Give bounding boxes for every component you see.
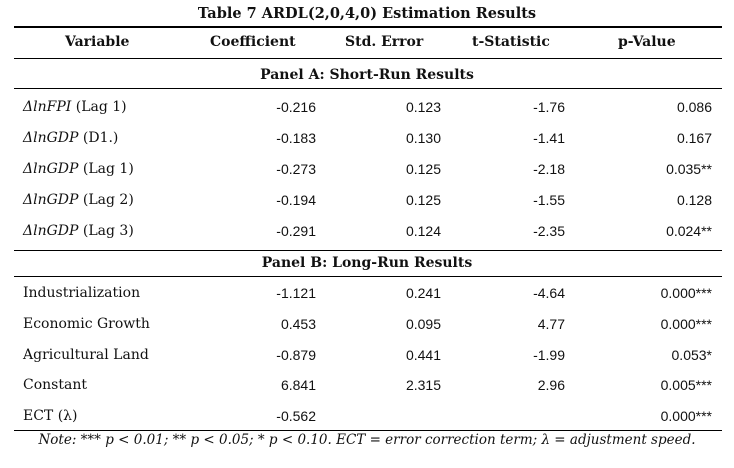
std-error-cell: 0.125 — [405, 192, 441, 208]
variable-suffix: (D1.) — [78, 130, 119, 146]
bottom-rule — [14, 430, 722, 431]
std-error-cell: 0.123 — [405, 99, 441, 115]
top-rule — [14, 26, 722, 28]
t-statistic-cell: -4.64 — [533, 285, 565, 301]
p-value-cell: 0.128 — [676, 192, 712, 208]
variable-cell: ECT (λ) — [23, 408, 78, 425]
coefficient-cell: 0.453 — [280, 315, 316, 332]
t-statistic-cell: -2.18 — [533, 161, 565, 177]
variable-cell: Economic Growth — [23, 315, 150, 332]
table-note: Note: *** p < 0.01; ** p < 0.05; * p < 0… — [38, 432, 696, 448]
table-title: Table 7 ARDL(2,0,4,0) Estimation Results — [197, 5, 537, 22]
variable-suffix: (Lag 1) — [78, 161, 134, 177]
table-row: ΔlnGDP (Lag 2) -0.194 0.125 -1.55 0.128 — [0, 185, 734, 215]
p-value-cell: 0.167 — [676, 130, 712, 146]
t-statistic-cell: -1.55 — [533, 192, 565, 208]
variable-cell: ΔlnGDP (Lag 1) — [23, 154, 134, 184]
variable-name: ΔlnGDP — [23, 192, 79, 208]
p-value-cell: 0.005*** — [660, 377, 712, 394]
panel-a-title: Panel A: Short-Run Results — [260, 67, 474, 83]
std-error-cell: 0.125 — [405, 161, 441, 177]
variable-suffix: (Lag 3) — [78, 223, 134, 239]
coefficient-cell: -0.194 — [276, 192, 316, 208]
t-statistic-cell: -1.41 — [533, 130, 565, 146]
t-statistic-cell: -2.35 — [533, 223, 565, 239]
t-statistic-cell: -1.99 — [533, 346, 565, 363]
p-value-cell: 0.000*** — [660, 285, 712, 301]
table-row: Constant 6.841 2.315 2.96 0.005*** — [0, 370, 734, 400]
table-row: Industrialization -1.121 0.241 -4.64 0.000**… — [0, 278, 734, 308]
coefficient-cell: -0.562 — [276, 408, 316, 425]
table-row: ΔlnGDP (Lag 1) -0.273 0.125 -2.18 0.035** — [0, 154, 734, 184]
std-error-cell: 0.095 — [405, 315, 441, 332]
p-value-cell: 0.000*** — [660, 408, 712, 425]
panel-b-top-rule — [14, 250, 722, 251]
p-value-cell: 0.086 — [676, 99, 712, 115]
header-row: Variable Coefficient Std. Error t-Statis… — [0, 27, 734, 57]
table-row: ΔlnGDP (D1.) -0.183 0.130 -1.41 0.167 — [0, 123, 734, 153]
std-error-cell: 0.241 — [405, 285, 441, 301]
variable-cell: ΔlnGDP (D1.) — [23, 123, 118, 153]
coefficient-cell: -0.291 — [276, 223, 316, 239]
table-row: ΔlnGDP (Lag 3) -0.291 0.124 -2.35 0.024** — [0, 216, 734, 246]
header-std-error: Std. Error — [345, 34, 424, 50]
panel-a-rule — [14, 88, 722, 89]
coefficient-cell: -0.273 — [276, 161, 316, 177]
t-statistic-cell: -1.76 — [533, 99, 565, 115]
variable-suffix: (Lag 2) — [78, 192, 134, 208]
t-statistic-cell: 4.77 — [537, 315, 565, 332]
variable-cell: ΔlnGDP (Lag 3) — [23, 216, 134, 246]
table-row: Economic Growth 0.453 0.095 4.77 0.000*** — [0, 309, 734, 339]
variable-name: ΔlnGDP — [23, 223, 79, 239]
coefficient-cell: -0.183 — [276, 130, 316, 146]
coefficient-cell: -0.216 — [276, 99, 316, 115]
variable-name: ΔlnGDP — [23, 161, 79, 177]
header-coefficient: Coefficient — [210, 34, 296, 50]
table-row: Agricultural Land -0.879 0.441 -1.99 0.053* — [0, 340, 734, 370]
variable-cell: Agricultural Land — [23, 346, 149, 363]
header-variable: Variable — [65, 34, 130, 50]
variable-cell: Industrialization — [23, 285, 141, 301]
p-value-cell: 0.000*** — [660, 315, 712, 332]
panel-b-rule — [14, 276, 722, 277]
variable-name: ΔlnGDP — [23, 130, 79, 146]
t-statistic-cell: 2.96 — [537, 377, 565, 394]
coefficient-cell: -0.879 — [276, 346, 316, 363]
header-rule — [14, 58, 722, 59]
variable-cell: ΔlnFPI (Lag 1) — [23, 92, 127, 122]
table-row: ΔlnFPI (Lag 1) -0.216 0.123 -1.76 0.086 — [0, 92, 734, 122]
std-error-cell: 2.315 — [405, 377, 441, 394]
variable-suffix: (Lag 1) — [71, 99, 127, 115]
coefficient-cell: 6.841 — [280, 377, 316, 394]
std-error-cell: 0.441 — [405, 346, 441, 363]
variable-cell: Constant — [23, 377, 87, 394]
p-value-cell: 0.053* — [671, 346, 712, 363]
panel-b-title: Panel B: Long-Run Results — [261, 255, 473, 271]
variable-cell: ΔlnGDP (Lag 2) — [23, 185, 134, 215]
header-p-value: p-Value — [618, 34, 676, 50]
p-value-cell: 0.024** — [666, 223, 712, 239]
variable-name: ΔlnFPI — [23, 99, 72, 115]
std-error-cell: 0.130 — [405, 130, 441, 146]
table-row: ECT (λ) -0.562 0.000*** — [0, 401, 734, 431]
coefficient-cell: -1.121 — [276, 285, 316, 301]
p-value-cell: 0.035** — [666, 161, 712, 177]
header-t-statistic: t-Statistic — [472, 34, 550, 50]
std-error-cell: 0.124 — [405, 223, 441, 239]
